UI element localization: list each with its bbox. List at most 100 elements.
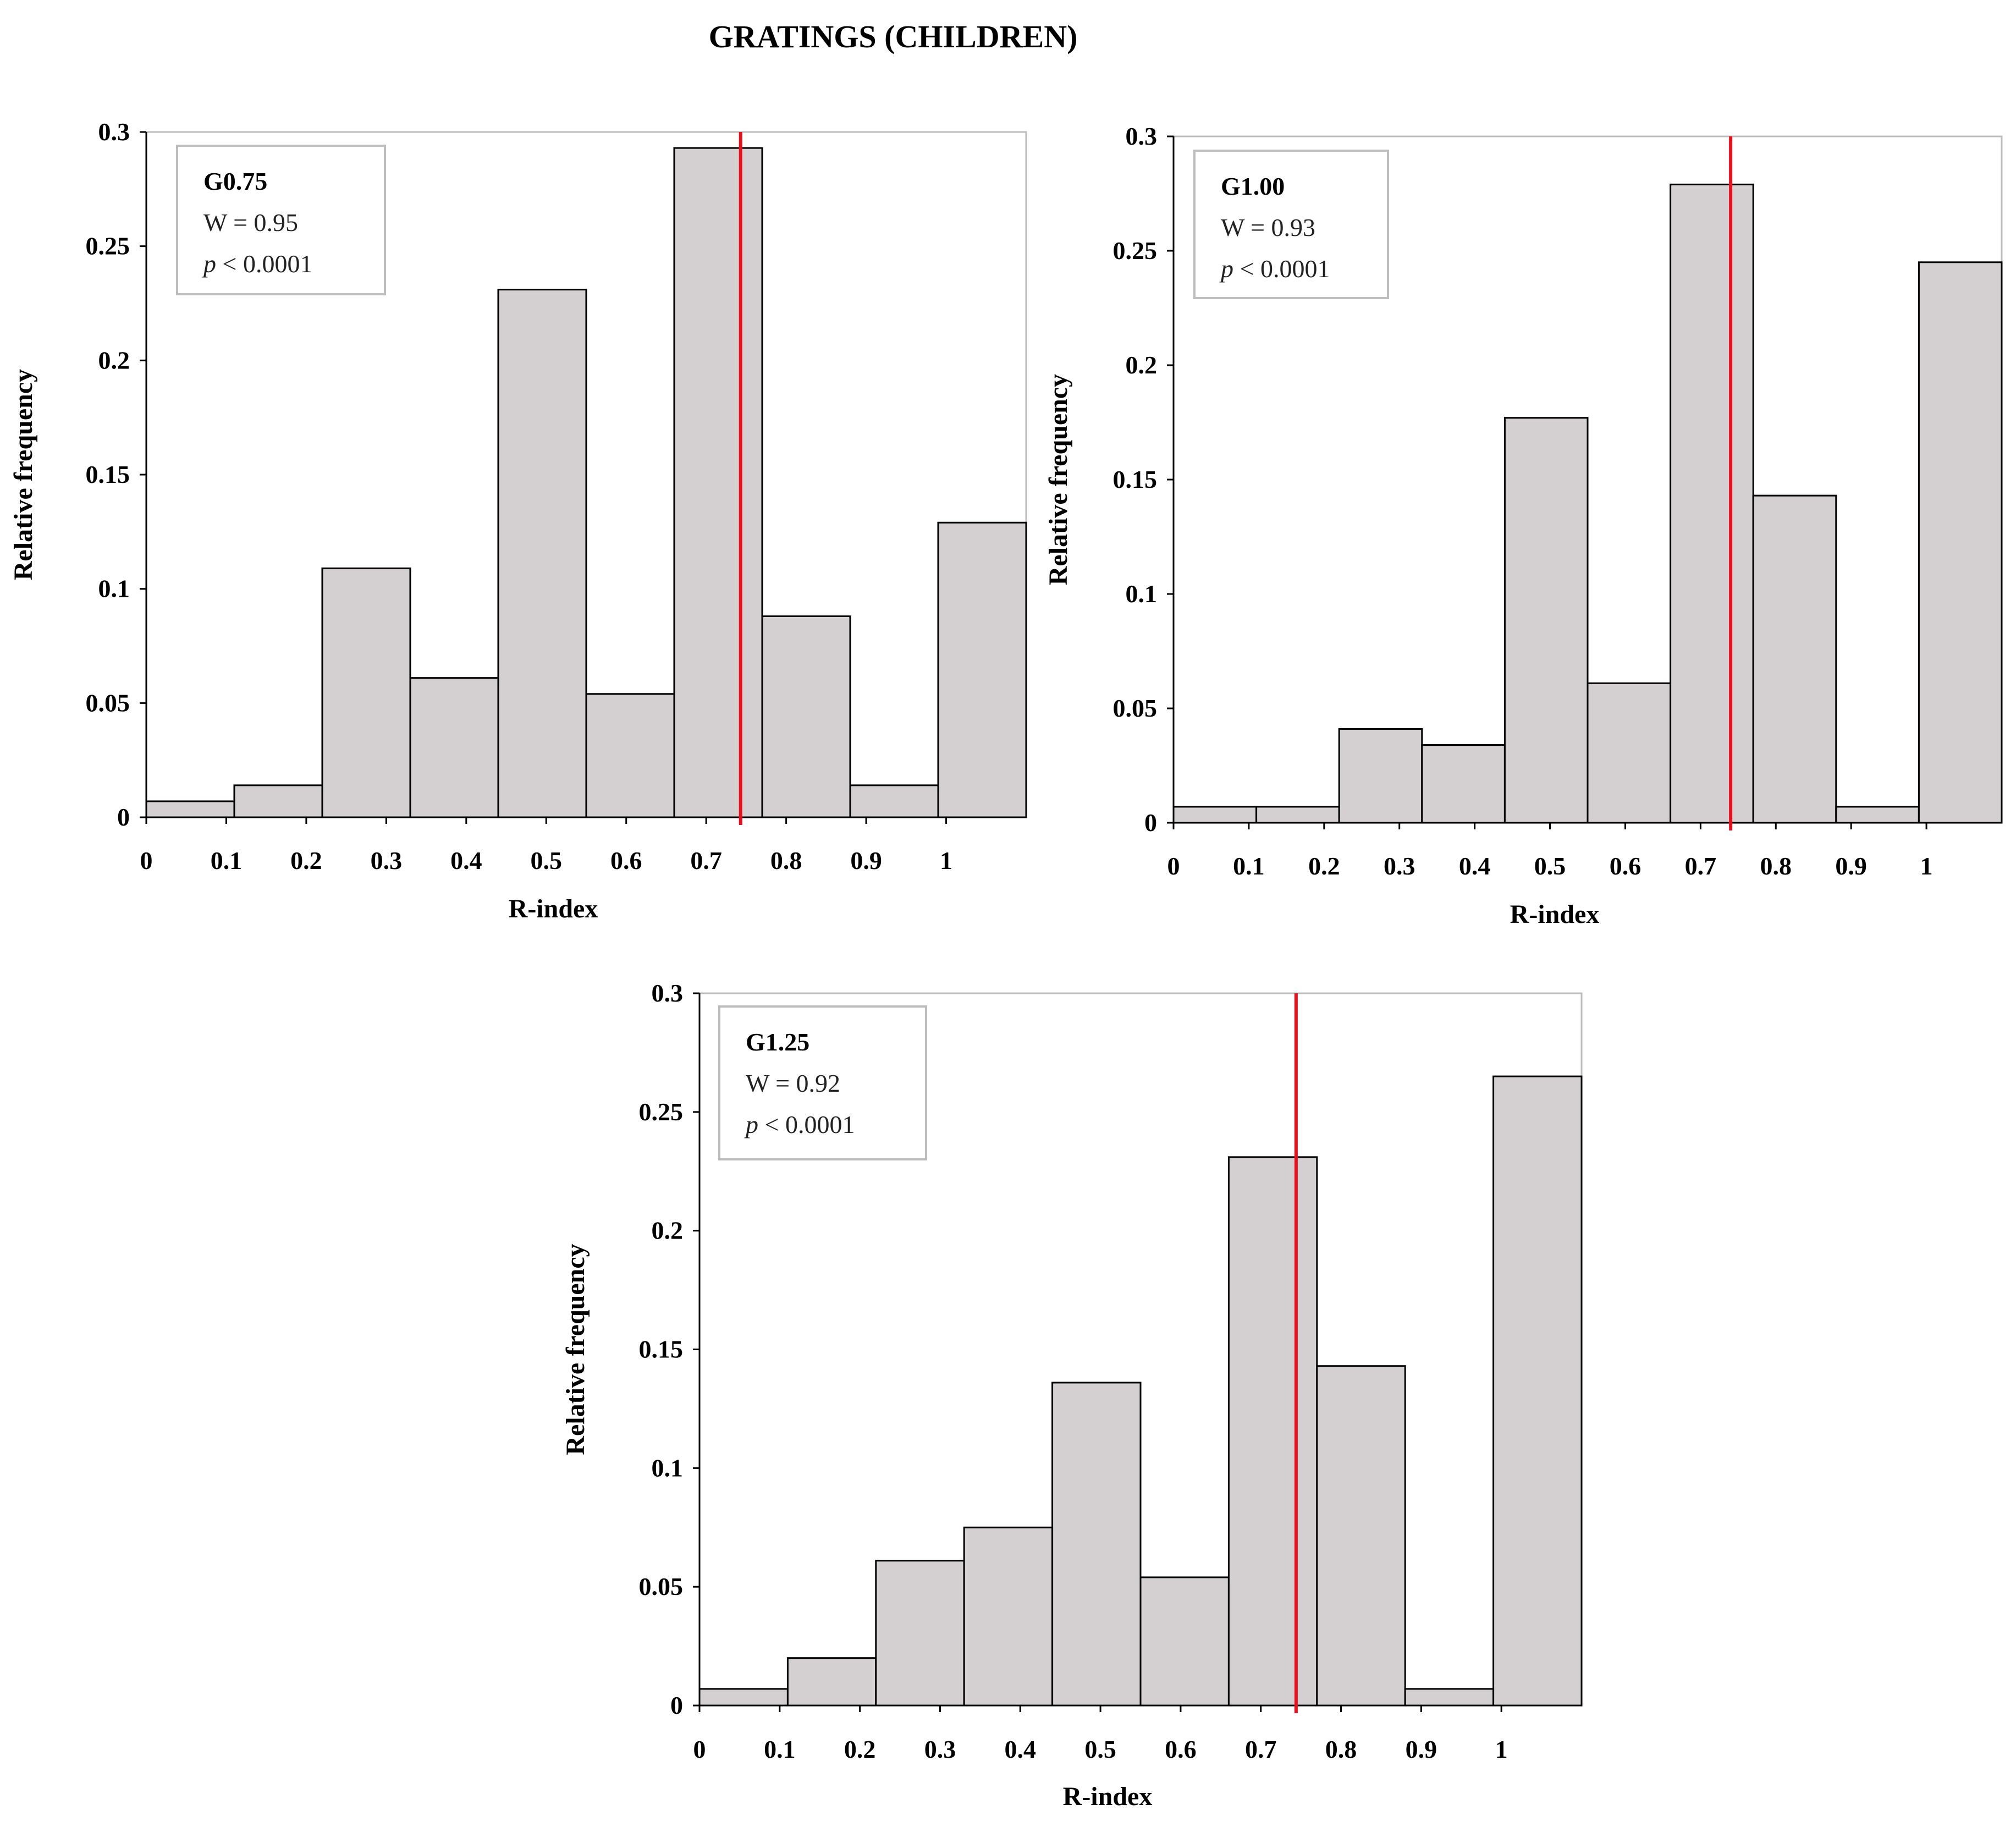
bar-g100-9 bbox=[1918, 261, 2003, 824]
bar-g075-6 bbox=[673, 147, 763, 818]
x-tick-label-g125-9: 0.9 bbox=[1406, 1735, 1437, 1763]
x-tick-label-g125-2: 0.2 bbox=[844, 1735, 876, 1763]
bar-g100-4 bbox=[1503, 417, 1589, 824]
y-tick-label-g100-5: 0.25 bbox=[1113, 236, 1158, 265]
x-tick-label-g100-1: 0.1 bbox=[1233, 852, 1265, 880]
bar-g125-6 bbox=[1227, 1156, 1318, 1707]
figure-title: GRATINGS (CHILDREN) bbox=[709, 19, 1078, 54]
bar-g100-7 bbox=[1752, 494, 1837, 824]
y-tick-label-g100-1: 0.05 bbox=[1113, 694, 1158, 722]
x-tick-label-g075-8: 0.8 bbox=[770, 846, 802, 874]
stats-p-symbol-g075: p bbox=[202, 250, 216, 278]
x-tick-label-g075-1: 0.1 bbox=[211, 846, 243, 874]
bar-g125-8 bbox=[1404, 1688, 1495, 1707]
bar-g075-9 bbox=[937, 521, 1027, 818]
bar-g075-7 bbox=[761, 615, 851, 818]
bar-g075-0 bbox=[145, 800, 235, 818]
x-axis-title-g125: R-index bbox=[1063, 1782, 1153, 1811]
x-tick-label-g125-0: 0 bbox=[693, 1735, 706, 1763]
stats-p-g100: p < 0.0001 bbox=[1219, 255, 1330, 283]
x-tick-label-g125-5: 0.5 bbox=[1084, 1735, 1116, 1763]
bar-g075-4 bbox=[497, 289, 587, 818]
histogram-g125: 0 0.05 0.1 0.15 0.2 0.25 0.3 0 0.1 0.2 0.3 0.4 0.5 0.… bbox=[561, 979, 1583, 1811]
y-tick-label-g125-5: 0.25 bbox=[639, 1098, 684, 1126]
stats-box-g075 bbox=[176, 145, 386, 295]
stats-box-g125 bbox=[718, 1005, 927, 1160]
x-tick-label-g100-2: 0.2 bbox=[1308, 852, 1340, 880]
x-tick-label-g075-2: 0.2 bbox=[290, 846, 322, 874]
x-tick-label-g100-3: 0.3 bbox=[1384, 852, 1415, 880]
y-tick-label-g100-6: 0.3 bbox=[1126, 122, 1158, 150]
y-tick-label-g075-5: 0.25 bbox=[86, 232, 130, 260]
x-tick-label-g075-0: 0 bbox=[140, 846, 153, 874]
bar-g075-3 bbox=[409, 677, 499, 818]
y-tick-label-g100-3: 0.15 bbox=[1113, 465, 1158, 493]
bar-g100-5 bbox=[1587, 682, 1672, 824]
y-tick-label-g125-4: 0.2 bbox=[652, 1217, 684, 1245]
x-axis-title-g100: R-index bbox=[1510, 900, 1600, 929]
bar-g125-4 bbox=[1051, 1382, 1142, 1707]
stats-w-g125: W = 0.92 bbox=[746, 1069, 840, 1097]
bar-g125-7 bbox=[1316, 1365, 1406, 1707]
x-tick-label-g125-10: 1 bbox=[1495, 1735, 1508, 1763]
x-tick-label-g125-8: 0.8 bbox=[1325, 1735, 1357, 1763]
bar-g100-1 bbox=[1255, 806, 1340, 824]
stats-p-value-g100: < 0.0001 bbox=[1233, 255, 1330, 283]
x-tick-label-g125-6: 0.6 bbox=[1165, 1735, 1197, 1763]
bar-g075-1 bbox=[233, 784, 323, 818]
y-axis-title-g125: Relative frequency bbox=[561, 1244, 590, 1455]
bar-g100-3 bbox=[1421, 744, 1506, 824]
bar-g125-5 bbox=[1139, 1576, 1230, 1707]
y-axis-title-g075: Relative frequency bbox=[9, 369, 38, 580]
x-tick-label-g100-5: 0.5 bbox=[1534, 852, 1566, 880]
bar-g125-3 bbox=[963, 1526, 1054, 1707]
stats-name-g075: G0.75 bbox=[203, 167, 267, 195]
stats-p-value-g125: < 0.0001 bbox=[758, 1110, 855, 1138]
bar-g125-2 bbox=[875, 1560, 965, 1707]
bar-g125-0 bbox=[698, 1688, 789, 1707]
y-tick-label-g125-3: 0.15 bbox=[639, 1335, 684, 1363]
y-tick-label-g075-2: 0.1 bbox=[98, 575, 130, 603]
bar-g100-0 bbox=[1172, 806, 1258, 824]
stats-w-g100: W = 0.93 bbox=[1221, 213, 1315, 241]
y-tick-label-g100-4: 0.2 bbox=[1126, 351, 1158, 379]
bar-g075-2 bbox=[321, 567, 411, 818]
stats-p-symbol-g125: p bbox=[744, 1110, 758, 1138]
bar-g100-8 bbox=[1835, 806, 1920, 824]
x-tick-label-g075-9: 0.9 bbox=[850, 846, 882, 874]
stats-name-g125: G1.25 bbox=[746, 1028, 809, 1056]
y-tick-label-g100-0: 0 bbox=[1144, 808, 1157, 837]
stats-p-symbol-g100: p bbox=[1219, 255, 1233, 283]
y-tick-label-g075-0: 0 bbox=[117, 803, 130, 831]
stats-p-value-g075: < 0.0001 bbox=[216, 250, 312, 278]
x-tick-label-g100-9: 0.9 bbox=[1835, 852, 1867, 880]
x-tick-label-g125-1: 0.1 bbox=[764, 1735, 796, 1763]
x-tick-label-g075-6: 0.6 bbox=[610, 846, 642, 874]
y-tick-label-g125-0: 0 bbox=[670, 1691, 683, 1719]
y-axis-title-g100: Relative frequency bbox=[1044, 374, 1073, 585]
y-tick-label-g075-4: 0.2 bbox=[98, 346, 130, 374]
x-tick-label-g075-10: 1 bbox=[940, 846, 952, 874]
stats-p-g125: p < 0.0001 bbox=[744, 1110, 855, 1138]
x-tick-label-g100-8: 0.8 bbox=[1760, 852, 1792, 880]
y-tick-label-g125-6: 0.3 bbox=[652, 979, 684, 1007]
bar-g100-6 bbox=[1670, 183, 1754, 824]
x-tick-label-g100-4: 0.4 bbox=[1459, 852, 1491, 880]
bar-g100-2 bbox=[1338, 728, 1423, 824]
histogram-g075: 0 0.05 0.1 0.15 0.2 0.25 0.3 0 0.1 0.2 0.3 0.4 0.5 0.… bbox=[9, 118, 1027, 923]
x-tick-label-g075-5: 0.5 bbox=[531, 846, 563, 874]
stats-name-g100: G1.00 bbox=[1221, 172, 1285, 200]
x-tick-label-g100-10: 1 bbox=[1920, 852, 1933, 880]
bar-g075-5 bbox=[585, 693, 675, 818]
x-tick-label-g100-7: 0.7 bbox=[1685, 852, 1717, 880]
x-tick-label-g100-6: 0.6 bbox=[1610, 852, 1642, 880]
x-axis-title-g075: R-index bbox=[509, 894, 598, 923]
y-tick-label-g075-6: 0.3 bbox=[98, 118, 130, 146]
stats-p-g075: p < 0.0001 bbox=[202, 250, 312, 278]
x-tick-label-g075-3: 0.3 bbox=[371, 846, 403, 874]
bar-g125-9 bbox=[1492, 1075, 1583, 1707]
x-tick-label-g125-3: 0.3 bbox=[924, 1735, 956, 1763]
y-tick-label-g100-2: 0.1 bbox=[1126, 580, 1158, 608]
x-tick-label-g125-4: 0.4 bbox=[1005, 1735, 1037, 1763]
